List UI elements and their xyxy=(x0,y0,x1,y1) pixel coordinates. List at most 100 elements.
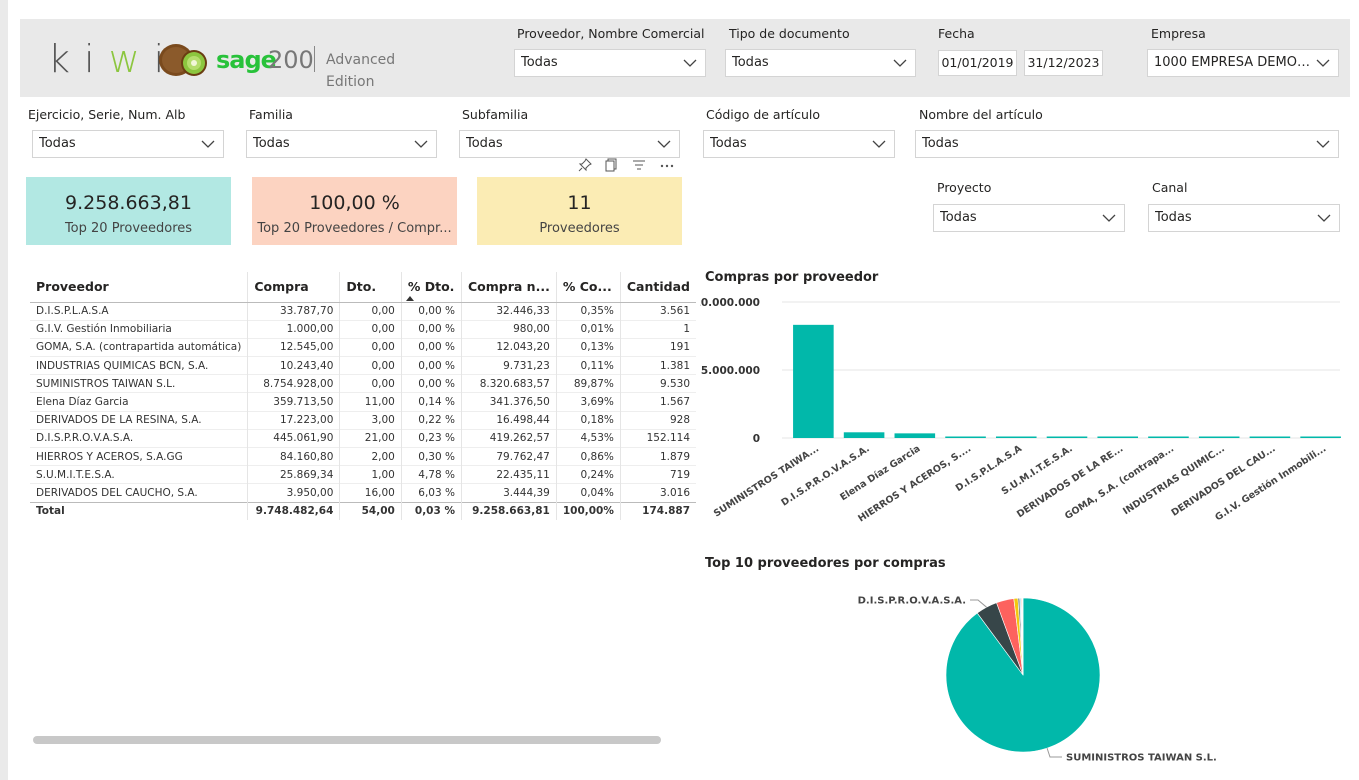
cell-value: 980,00 xyxy=(460,319,557,339)
pie-chart-title: Top 10 proveedores por compras xyxy=(705,556,946,571)
slicer-nombre-articulo[interactable]: Todas xyxy=(915,130,1339,158)
cell-value: 54,00 xyxy=(339,501,402,521)
logo-divider xyxy=(314,46,315,72)
slicer-value: Todas xyxy=(922,136,959,151)
cell-value: 9.748.482,64 xyxy=(247,501,340,521)
slicer-empresa[interactable]: 1000 EMPRESA DEMO A... xyxy=(1147,49,1339,77)
cell-value: 84.160,80 xyxy=(247,446,340,466)
cell-value: 0,00 xyxy=(339,356,402,375)
bar[interactable] xyxy=(843,432,885,438)
bar[interactable] xyxy=(1300,436,1341,439)
filter-icon[interactable] xyxy=(631,157,649,175)
date-to-input[interactable]: 31/12/2023 xyxy=(1024,50,1103,76)
slicer-tipo-documento[interactable]: Todas xyxy=(725,49,916,77)
column-header-pct-dto[interactable]: % Dto. xyxy=(400,272,462,303)
cell-value: 8.754.928,00 xyxy=(247,374,340,393)
column-header-pct-compra[interactable]: % Co... xyxy=(555,272,621,303)
table-row[interactable]: SUMINISTROS TAIWAN S.L. 8.754.928,00 0,00 0… xyxy=(30,374,696,393)
cell-value: 0,01% xyxy=(555,319,621,339)
cell-value: 4,53% xyxy=(555,428,621,448)
bar[interactable] xyxy=(1249,436,1291,439)
cell-proveedor: Total xyxy=(30,501,248,521)
slicer-value: Todas xyxy=(466,136,503,151)
filter-label-ejercicio: Ejercicio, Serie, Num. Alb xyxy=(28,107,186,122)
cell-value: 0,24% xyxy=(555,465,621,484)
cell-value: 0,86% xyxy=(555,446,621,466)
date-from-input[interactable]: 01/01/2019 xyxy=(938,50,1017,76)
proveedores-table-visual: Proveedor Compra Dto. % Dto. Compra n...… xyxy=(30,272,696,522)
copy-visual-icon[interactable] xyxy=(603,157,621,175)
cell-value: 16.498,44 xyxy=(460,410,557,430)
table-total-row[interactable]: Total 9.748.482,64 54,00 0,03 % 9.258.663,81… xyxy=(30,501,696,521)
x-category-label: SUMINISTROS TAIWA... xyxy=(712,443,821,519)
pie-data-label: SUMINISTROS TAIWAN S.L. xyxy=(1066,753,1217,764)
cell-value: 0,00 % xyxy=(400,374,462,393)
cell-value: 1.879 xyxy=(619,446,696,466)
cell-value: 33.787,70 xyxy=(247,301,340,321)
cell-value: 3,00 xyxy=(339,410,402,430)
cell-value: 12.043,20 xyxy=(460,337,557,357)
table-row[interactable]: GOMA, S.A. (contrapartida automática) 12.… xyxy=(30,337,696,357)
table-row[interactable]: Elena Díaz Garcia 359.713,50 11,00 0,14 % 34… xyxy=(30,392,696,412)
kpi-value: 100,00 % xyxy=(309,192,400,214)
chevron-down-icon xyxy=(893,59,907,67)
cell-value: 1.567 xyxy=(619,392,696,412)
slicer-subfamilia[interactable]: Todas xyxy=(459,130,680,158)
slicer-familia[interactable]: Todas xyxy=(246,130,437,158)
cell-value: 3.444,39 xyxy=(460,483,557,503)
column-header-compra-neta[interactable]: Compra n... xyxy=(460,272,557,303)
cell-proveedor: INDUSTRIAS QUIMICAS BCN, S.A. xyxy=(30,356,248,375)
filter-label-familia: Familia xyxy=(249,107,293,122)
cell-value: 3,69% xyxy=(555,392,621,412)
table-row[interactable]: S.U.M.I.T.E.S.A. 25.869,34 1,00 4,78 % 22.43… xyxy=(30,465,696,484)
column-header-cantidad[interactable]: Cantidad xyxy=(619,272,696,303)
bar[interactable] xyxy=(1148,436,1189,439)
y-tick-label: 10.000.000 xyxy=(700,297,760,309)
table-row[interactable]: DERIVADOS DEL CAUCHO, S.A. 3.950,00 16,00 6… xyxy=(30,483,696,503)
table-row[interactable]: DERIVADOS DE LA RESINA, S.A. 17.223,00 3,0… xyxy=(30,410,696,430)
bar[interactable] xyxy=(945,436,986,439)
more-options-icon[interactable] xyxy=(659,157,677,175)
column-header-dto[interactable]: Dto. xyxy=(339,272,402,303)
chevron-down-icon xyxy=(414,140,428,148)
cell-value: 0,00 xyxy=(339,319,402,339)
cell-value: 445.061,90 xyxy=(247,428,340,448)
kpi-value: 11 xyxy=(567,192,592,214)
bar[interactable] xyxy=(793,324,834,438)
horizontal-scrollbar[interactable] xyxy=(33,736,661,744)
table-row[interactable]: HIERROS Y ACEROS, S.A.GG 84.160,80 2,00 0,3… xyxy=(30,446,696,466)
bar[interactable] xyxy=(1046,436,1088,439)
cell-value: 174.887 xyxy=(619,501,696,521)
bar[interactable] xyxy=(894,433,936,438)
cell-proveedor: HIERROS Y ACEROS, S.A.GG xyxy=(30,446,248,466)
slicer-value: Todas xyxy=(940,210,977,225)
bar[interactable] xyxy=(1097,436,1139,439)
x-category-label: D.I.S.P.R.O.V.A.S.A. xyxy=(779,443,871,508)
cell-proveedor: DERIVADOS DE LA RESINA, S.A. xyxy=(30,410,248,430)
cell-value: 89,87% xyxy=(555,374,621,393)
column-header-compra[interactable]: Compra xyxy=(247,272,340,303)
cell-value: 0,00 xyxy=(339,337,402,357)
table-row[interactable]: G.I.V. Gestión Inmobiliaria 1.000,00 0,00 0… xyxy=(30,319,696,339)
slicer-canal[interactable]: Todas xyxy=(1148,204,1340,232)
table-row[interactable]: INDUSTRIAS QUIMICAS BCN, S.A. 10.243,40 0,… xyxy=(30,356,696,375)
table-row[interactable]: D.I.S.P.L.A.S.A 33.787,70 0,00 0,00 % 32.446… xyxy=(30,301,696,321)
cell-value: 12.545,00 xyxy=(247,337,340,357)
cell-value: 928 xyxy=(619,410,696,430)
cell-value: 9.731,23 xyxy=(460,356,557,375)
slicer-codigo-articulo[interactable]: Todas xyxy=(703,130,895,158)
slicer-proyecto[interactable]: Todas xyxy=(933,204,1125,232)
column-header-proveedor[interactable]: Proveedor xyxy=(30,272,248,303)
kiwi-sage-logo: kiwi sage 200 Advanced Edition xyxy=(48,37,448,90)
table-row[interactable]: D.I.S.P.R.O.V.A.S.A. 445.061,90 21,00 0,23 … xyxy=(30,428,696,448)
bar[interactable] xyxy=(1198,436,1240,439)
cell-value: 17.223,00 xyxy=(247,410,340,430)
slicer-proveedor[interactable]: Todas xyxy=(514,49,706,77)
bar-chart-title: Compras por proveedor xyxy=(705,270,879,285)
slicer-ejercicio[interactable]: Todas xyxy=(32,130,224,158)
bar[interactable] xyxy=(995,436,1037,439)
pin-icon[interactable] xyxy=(577,157,595,175)
filter-label-canal: Canal xyxy=(1152,180,1188,195)
chevron-down-icon xyxy=(1316,59,1330,67)
